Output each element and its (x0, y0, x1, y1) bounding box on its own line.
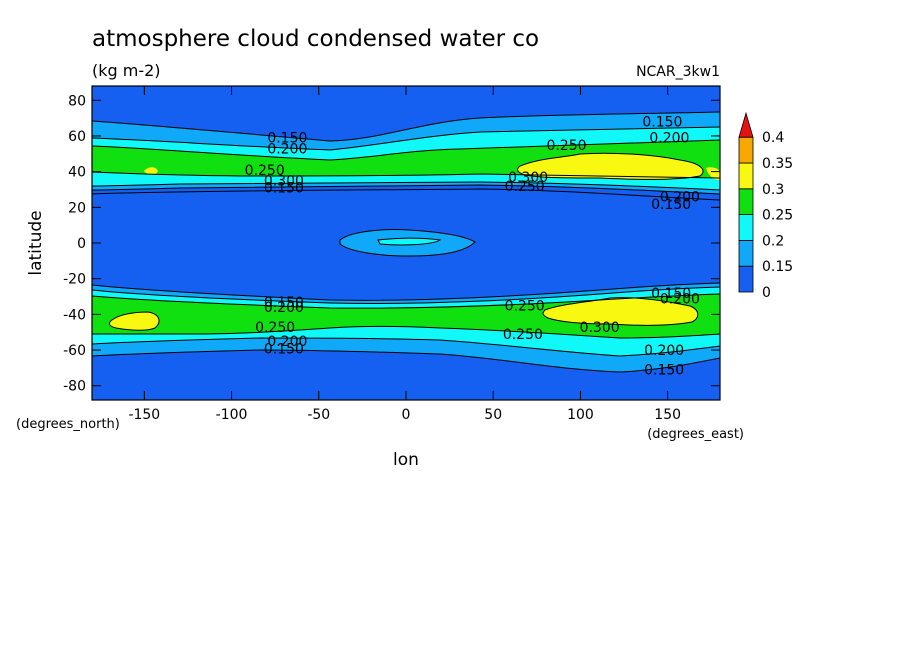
contour-line-n7 (92, 188, 720, 201)
x-axis: -150 -100 -50 0 50 100 150 (128, 86, 681, 423)
contour-label: 0.150 (642, 115, 682, 131)
contour-label: 0.200 (660, 190, 700, 206)
colorbar-label: 0.25 (762, 208, 793, 224)
y-tick-label: -40 (63, 307, 86, 323)
contour-label: 0.150 (651, 197, 691, 213)
contour-line-s3 (92, 293, 720, 309)
x-axis-units: (degrees_east) (647, 427, 744, 442)
contour-label: 0.200 (267, 141, 307, 157)
colorbar-segment (738, 239, 754, 267)
x-tick-label: 50 (484, 407, 502, 423)
contour-line-n3 (92, 139, 720, 161)
contour-label: 0.150 (644, 363, 684, 379)
contour-label: 0.150 (264, 181, 304, 197)
x-tick-label: -150 (128, 407, 160, 423)
y-tick-label: -80 (63, 379, 86, 395)
contour-line-n8 (516, 152, 704, 180)
band-north-030a (517, 153, 704, 180)
contour-lines (92, 111, 720, 373)
y-axis-units: (degrees_north) (16, 417, 120, 432)
plot-area (92, 86, 720, 400)
contour-label: 0.250 (255, 320, 295, 336)
x-tick-label: -100 (216, 407, 248, 423)
contour-line-s4 (92, 326, 720, 339)
contour-line-eq1 (339, 229, 476, 257)
colorbar-segment (738, 162, 754, 190)
contour-line-s6 (92, 349, 720, 373)
x-tick-label: 150 (654, 407, 681, 423)
contour-line-s7 (542, 297, 699, 326)
colorbar-label: 0 (762, 285, 771, 301)
colorbar-label: 0.35 (762, 156, 793, 172)
y-tick-label: -20 (63, 272, 86, 288)
colorbar-label: 0.15 (762, 259, 793, 275)
y-tick-label: 60 (68, 129, 86, 145)
x-tick-label: -50 (307, 407, 330, 423)
y-axis-label: latitude (26, 210, 46, 275)
contour-label: 0.150 (264, 295, 304, 311)
colorbar-label: 0.4 (762, 130, 784, 146)
contour-line-s8 (108, 311, 160, 331)
contour-line-n1 (92, 111, 720, 142)
colorbar-segment (738, 265, 754, 293)
contour-label: 0.200 (660, 291, 700, 307)
colorbar: 0 0.15 0.2 0.25 0.3 0.35 0.4 (738, 111, 793, 301)
contour-label: 0.250 (505, 179, 545, 195)
chart-title: atmosphere cloud condensed water co (92, 26, 539, 52)
contour-line-n2 (92, 126, 720, 151)
contour-line-eq2 (377, 237, 442, 246)
band-south-030a (543, 297, 698, 326)
contour-label: 0.150 (651, 286, 691, 302)
colorbar-segment (738, 188, 754, 216)
contour-label: 0.200 (264, 300, 304, 316)
contour-label: 0.250 (546, 138, 586, 154)
model-name: NCAR_3kw1 (636, 64, 720, 80)
contour-label: 0.300 (264, 174, 304, 190)
contour-labels: 0.1500.2000.2500.3000.1500.1500.2000.250… (245, 115, 700, 379)
band-north-030b (144, 167, 158, 175)
contour-label: 0.250 (503, 327, 543, 343)
contour-line-s1 (92, 282, 720, 301)
contour-label: 0.250 (245, 163, 285, 179)
contour-label: 0.300 (580, 320, 620, 336)
contour-line-n5 (92, 181, 720, 191)
colorbar-label: 0.2 (762, 233, 784, 249)
colorbar-label: 0.3 (762, 182, 784, 198)
y-tick-label: 40 (68, 165, 86, 181)
contour-label: 0.200 (649, 131, 689, 147)
contour-line-s2 (92, 286, 720, 304)
contour-label: 0.300 (508, 170, 548, 186)
y-tick-label: 20 (68, 200, 86, 216)
contour-label: 0.200 (267, 334, 307, 350)
contour-label: 0.150 (264, 341, 304, 357)
equator-020 (378, 238, 440, 245)
band-south-030b (109, 312, 160, 331)
y-tick-label: 0 (77, 236, 86, 252)
y-axis: -80 -60 -40 -20 0 20 40 60 80 (63, 93, 720, 395)
contour-line-n4 (92, 171, 720, 179)
x-tick-label: 100 (567, 407, 594, 423)
contour-label: 0.150 (267, 131, 307, 147)
x-tick-label: 0 (402, 407, 411, 423)
contour-label: 0.200 (644, 343, 684, 359)
band-north-030c (706, 167, 720, 180)
colorbar-overflow-arrow (738, 111, 754, 138)
y-tick-label: 80 (68, 93, 86, 109)
contour-line-s5 (92, 337, 720, 357)
colorbar-segment (738, 214, 754, 241)
colorbar-segment (738, 136, 754, 164)
chart-units: (kg m-2) (92, 61, 161, 80)
y-tick-label: -60 (63, 343, 86, 359)
x-axis-label: lon (393, 450, 419, 470)
contour-label: 0.250 (505, 298, 545, 314)
contour-line-n6 (92, 184, 720, 195)
